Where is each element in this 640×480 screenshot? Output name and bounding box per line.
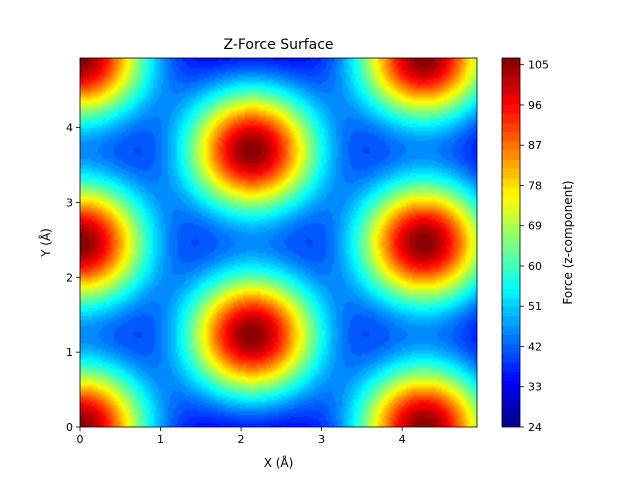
colorbar-tick-label: 96 [528, 99, 542, 112]
colorbar-tick-label: 60 [528, 260, 542, 273]
colorbar-frame [501, 57, 521, 428]
y-tick-label: 0 [66, 421, 73, 434]
colorbar-tick-label: 51 [528, 300, 542, 313]
heatmap-image [80, 58, 477, 427]
x-tick-label: 1 [157, 433, 164, 446]
x-tick-label: 3 [318, 433, 325, 446]
y-tick-label: 1 [66, 346, 73, 359]
colorbar-tick-label: 24 [528, 421, 542, 434]
plot-area [80, 58, 477, 427]
x-tick-label: 2 [238, 433, 245, 446]
x-axis: 0 1 2 3 4 [77, 427, 406, 446]
y-axis: 0 1 2 3 4 [66, 122, 80, 434]
plot-frame [79, 57, 478, 428]
colorbar-tick-label: 105 [528, 59, 549, 72]
x-axis-label: X (Å) [264, 455, 294, 470]
colorbar-axis: 24 33 42 51 60 69 78 87 96 105 [520, 59, 549, 434]
colorbar-tick-label: 69 [528, 220, 542, 233]
colorbar-tick-label: 78 [528, 179, 542, 192]
y-tick-label: 3 [66, 196, 73, 209]
y-tick-label: 4 [66, 122, 73, 135]
x-tick-label: 0 [77, 433, 84, 446]
colorbar-tick-label: 87 [528, 139, 542, 152]
colorbar-label: Force (z-component) [561, 180, 575, 304]
colorbar-tick-label: 33 [528, 381, 542, 394]
y-tick-label: 2 [66, 271, 73, 284]
y-axis-label: Y (Å) [38, 228, 53, 258]
x-tick-label: 4 [399, 433, 406, 446]
colorbar-tick-label: 42 [528, 340, 542, 353]
chart-title: Z-Force Surface [223, 37, 333, 53]
colorbar-gradient [502, 58, 520, 427]
